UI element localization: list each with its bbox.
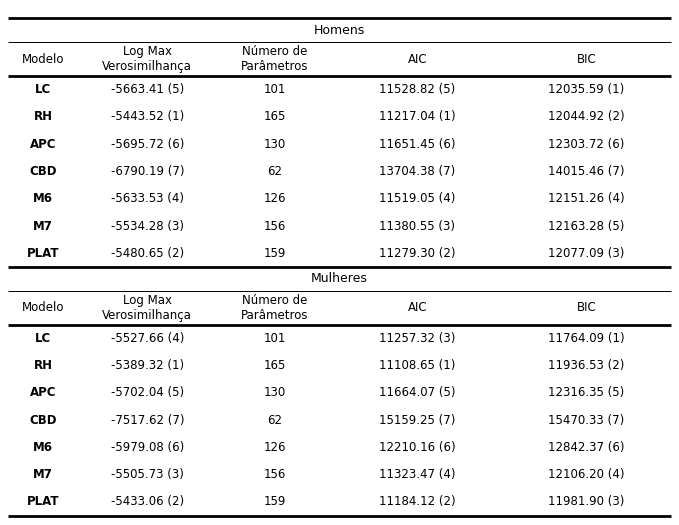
Text: 156: 156: [263, 468, 286, 481]
Text: 15470.33 (7): 15470.33 (7): [548, 414, 625, 427]
Text: 12035.59 (1): 12035.59 (1): [548, 83, 625, 96]
Text: -5389.32 (1): -5389.32 (1): [111, 359, 184, 372]
Text: 11257.32 (3): 11257.32 (3): [379, 332, 456, 345]
Text: 165: 165: [263, 110, 286, 123]
Text: 12106.20 (4): 12106.20 (4): [548, 468, 625, 481]
Text: 12842.37 (6): 12842.37 (6): [548, 441, 625, 454]
Text: M7: M7: [33, 468, 53, 481]
Text: M6: M6: [33, 192, 53, 205]
Text: Log Max
Verosimilhança: Log Max Verosimilhança: [103, 293, 192, 322]
Text: Modelo: Modelo: [22, 301, 65, 314]
Text: CBD: CBD: [29, 414, 56, 427]
Text: BIC: BIC: [576, 52, 596, 66]
Text: 130: 130: [263, 138, 286, 151]
Text: 62: 62: [268, 414, 282, 427]
Text: 165: 165: [263, 359, 286, 372]
Text: 12044.92 (2): 12044.92 (2): [548, 110, 625, 123]
Text: 14015.46 (7): 14015.46 (7): [548, 165, 625, 178]
Text: 101: 101: [263, 83, 286, 96]
Text: -6790.19 (7): -6790.19 (7): [111, 165, 184, 178]
Text: -5663.41 (5): -5663.41 (5): [111, 83, 184, 96]
Text: 12210.16 (6): 12210.16 (6): [379, 441, 456, 454]
Text: AIC: AIC: [407, 52, 427, 66]
Text: Modelo: Modelo: [22, 52, 65, 66]
Text: 11936.53 (2): 11936.53 (2): [548, 359, 625, 372]
Text: -5534.28 (3): -5534.28 (3): [111, 219, 184, 233]
Text: 13704.38 (7): 13704.38 (7): [380, 165, 456, 178]
Text: 126: 126: [263, 441, 286, 454]
Text: -5527.66 (4): -5527.66 (4): [111, 332, 184, 345]
Text: CBD: CBD: [29, 165, 56, 178]
Text: 11764.09 (1): 11764.09 (1): [548, 332, 625, 345]
Text: AIC: AIC: [407, 301, 427, 314]
Text: 62: 62: [268, 165, 282, 178]
Text: 159: 159: [263, 247, 286, 260]
Text: Número de
Parâmetros: Número de Parâmetros: [241, 45, 309, 73]
Text: 130: 130: [263, 386, 286, 400]
Text: 15159.25 (7): 15159.25 (7): [379, 414, 456, 427]
Text: 126: 126: [263, 192, 286, 205]
Text: 11184.12 (2): 11184.12 (2): [379, 496, 456, 508]
Text: -5443.52 (1): -5443.52 (1): [111, 110, 184, 123]
Text: -5702.04 (5): -5702.04 (5): [111, 386, 184, 400]
Text: 12316.35 (5): 12316.35 (5): [548, 386, 625, 400]
Text: -5695.72 (6): -5695.72 (6): [111, 138, 184, 151]
Text: APC: APC: [30, 138, 56, 151]
Text: RH: RH: [33, 110, 52, 123]
Text: -7517.62 (7): -7517.62 (7): [111, 414, 184, 427]
Text: LC: LC: [35, 83, 51, 96]
Text: PLAT: PLAT: [26, 496, 59, 508]
Text: -5480.65 (2): -5480.65 (2): [111, 247, 184, 260]
Text: 11981.90 (3): 11981.90 (3): [548, 496, 625, 508]
Text: 11217.04 (1): 11217.04 (1): [379, 110, 456, 123]
Text: -5633.53 (4): -5633.53 (4): [111, 192, 184, 205]
Text: PLAT: PLAT: [26, 247, 59, 260]
Text: 101: 101: [263, 332, 286, 345]
Text: LC: LC: [35, 332, 51, 345]
Text: Homens: Homens: [314, 24, 365, 37]
Text: 156: 156: [263, 219, 286, 233]
Text: -5505.73 (3): -5505.73 (3): [111, 468, 184, 481]
Text: M6: M6: [33, 441, 53, 454]
Text: 11651.45 (6): 11651.45 (6): [379, 138, 456, 151]
Text: 11108.65 (1): 11108.65 (1): [379, 359, 456, 372]
Text: 11380.55 (3): 11380.55 (3): [380, 219, 456, 233]
Text: RH: RH: [33, 359, 52, 372]
Text: BIC: BIC: [576, 301, 596, 314]
Text: Log Max
Verosimilhança: Log Max Verosimilhança: [103, 45, 192, 73]
Text: 12303.72 (6): 12303.72 (6): [548, 138, 625, 151]
Text: 12163.28 (5): 12163.28 (5): [548, 219, 625, 233]
Text: APC: APC: [30, 386, 56, 400]
Text: 11323.47 (4): 11323.47 (4): [379, 468, 456, 481]
Text: -5979.08 (6): -5979.08 (6): [111, 441, 184, 454]
Text: M7: M7: [33, 219, 53, 233]
Text: -5433.06 (2): -5433.06 (2): [111, 496, 184, 508]
Text: 159: 159: [263, 496, 286, 508]
Text: 12151.26 (4): 12151.26 (4): [548, 192, 625, 205]
Text: 11279.30 (2): 11279.30 (2): [379, 247, 456, 260]
Text: 12077.09 (3): 12077.09 (3): [548, 247, 625, 260]
Text: Mulheres: Mulheres: [311, 272, 368, 285]
Text: 11519.05 (4): 11519.05 (4): [379, 192, 456, 205]
Text: 11528.82 (5): 11528.82 (5): [380, 83, 456, 96]
Text: 11664.07 (5): 11664.07 (5): [379, 386, 456, 400]
Text: Número de
Parâmetros: Número de Parâmetros: [241, 293, 309, 322]
